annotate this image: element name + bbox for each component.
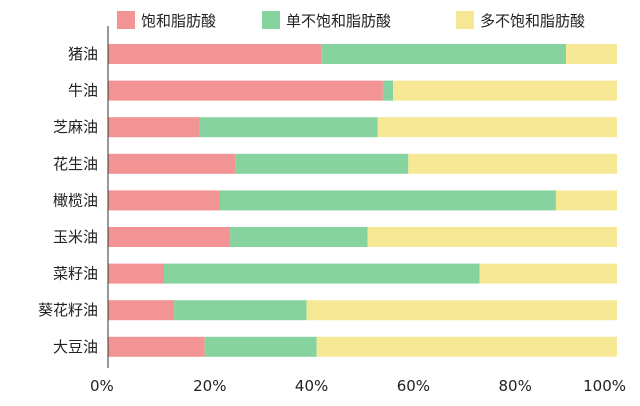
x-tick-label: 100% — [583, 377, 626, 395]
bar-segment — [382, 80, 394, 101]
bar-segment — [108, 80, 383, 101]
legend-swatch — [262, 11, 280, 29]
bar-segment — [235, 153, 409, 174]
bar-segment — [108, 336, 205, 357]
bar-segment — [566, 44, 617, 64]
category-label: 猪油 — [68, 45, 98, 63]
category-label: 花生油 — [53, 155, 98, 173]
bar-segment — [321, 44, 567, 64]
bar-segment — [108, 190, 220, 211]
x-tick-label: 20% — [193, 377, 226, 395]
bar-segment — [367, 227, 617, 247]
bar-segment — [108, 227, 231, 247]
legend-label: 单不饱和脂肪酸 — [286, 12, 391, 30]
bar-segment — [408, 153, 617, 174]
bar-segment — [163, 263, 480, 284]
category-label: 大豆油 — [53, 338, 98, 356]
category-label: 牛油 — [68, 82, 98, 100]
x-tick-label: 40% — [295, 377, 328, 395]
bar-segment — [199, 117, 378, 138]
bar-segment — [108, 153, 236, 174]
bars — [108, 44, 617, 357]
bar-segment — [108, 263, 164, 284]
category-label: 橄榄油 — [53, 191, 98, 209]
bar-segment — [316, 336, 617, 357]
legend-label: 饱和脂肪酸 — [141, 12, 216, 30]
legend-swatch — [456, 11, 474, 29]
bar-segment — [306, 300, 617, 321]
category-label: 菜籽油 — [53, 265, 98, 283]
category-label: 玉米油 — [53, 228, 98, 246]
bar-segment — [377, 117, 617, 138]
bar-segment — [555, 190, 617, 211]
category-label: 芝麻油 — [53, 118, 98, 136]
legend-swatch — [117, 11, 135, 29]
bar-segment — [204, 336, 317, 357]
bar-segment — [230, 227, 368, 247]
bar-segment — [108, 300, 175, 321]
bar-segment — [108, 117, 200, 138]
bar-segment — [108, 44, 322, 64]
x-tick-label: 0% — [90, 377, 114, 395]
bar-segment — [174, 300, 307, 321]
x-tick-label: 80% — [499, 377, 532, 395]
category-label: 葵花籽油 — [38, 301, 98, 319]
bar-segment — [393, 80, 617, 101]
legend: 饱和脂肪酸 单不饱和脂肪酸 多不饱和脂肪酸 — [117, 11, 585, 30]
x-tick-label: 60% — [397, 377, 430, 395]
bar-segment — [479, 263, 617, 284]
x-axis: 0% 20% 40% 60% 80% 100% — [90, 26, 626, 395]
bar-segment — [219, 190, 556, 211]
legend-label: 多不饱和脂肪酸 — [480, 12, 585, 30]
